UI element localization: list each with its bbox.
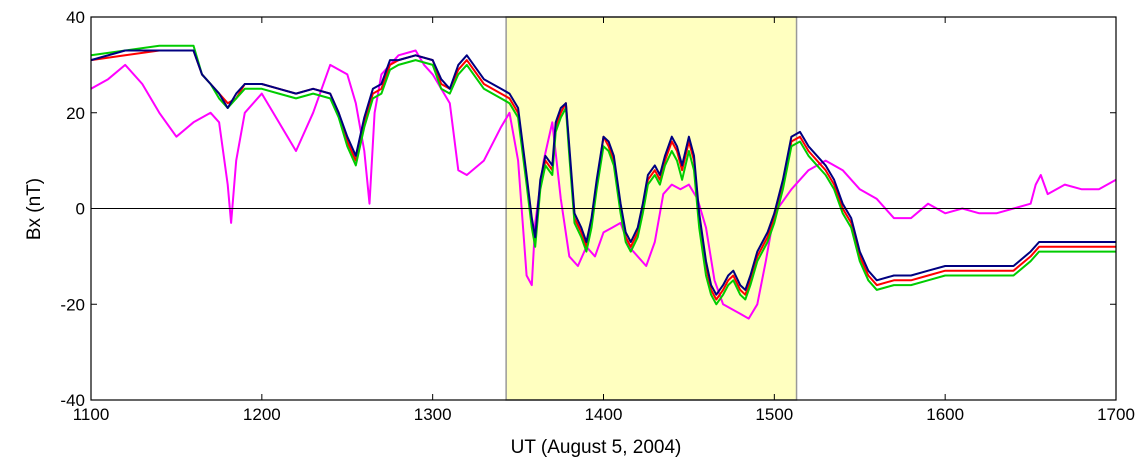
x-tick-label: 1600 <box>926 405 964 424</box>
y-tick-label: -40 <box>60 391 85 410</box>
x-tick-label: 1100 <box>73 405 110 424</box>
x-tick-label: 1700 <box>1097 405 1135 424</box>
series-line-3 <box>90 44 1116 306</box>
y-tick-label: 0 <box>76 200 85 219</box>
x-tick-label: 1400 <box>585 405 623 424</box>
x-tick-label: 1300 <box>414 405 452 424</box>
x-tick-label: 1500 <box>755 405 793 424</box>
series-line-2 <box>90 49 1116 301</box>
y-tick-label: 20 <box>66 104 85 123</box>
y-axis-title: Bx (nT) <box>24 178 45 240</box>
series-line-1 <box>90 49 1117 320</box>
series-line-4 <box>90 49 1116 296</box>
x-tick-label: 1200 <box>243 405 281 424</box>
y-tick-label: 40 <box>66 8 85 27</box>
y-tick-label: -20 <box>60 295 85 314</box>
x-axis-title: UT (August 5, 2004) <box>511 437 682 458</box>
